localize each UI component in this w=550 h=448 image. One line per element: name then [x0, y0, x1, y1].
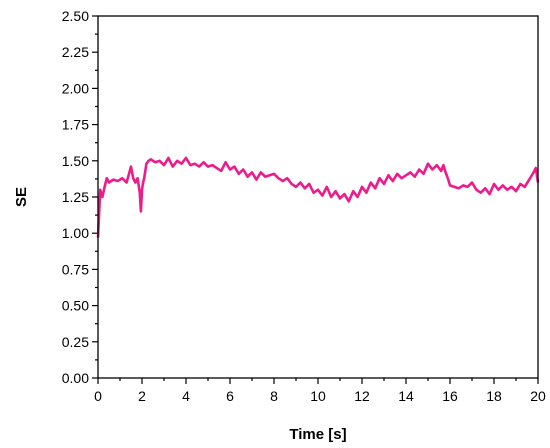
y-tick-label: 0.50	[62, 298, 89, 314]
x-tick-label: 0	[94, 388, 102, 404]
y-tick-label: 1.50	[62, 153, 89, 169]
y-tick-label: 1.25	[62, 189, 89, 205]
x-axis-title: Time [s]	[289, 426, 346, 443]
y-tick-label: 2.50	[62, 8, 89, 24]
y-tick-label: 1.75	[62, 117, 89, 133]
series-line-0	[96, 156, 540, 238]
y-tick-label: 0.25	[62, 334, 89, 350]
y-axis-title: SE	[13, 187, 30, 207]
y-tick-label: 2.25	[62, 44, 89, 60]
axis-tick-labels: 0 2 4 6 8 10 12 14 16 18 20 0.00 0.25 0.50 0.75 1.00 1.2…	[62, 8, 546, 404]
x-tick-label: 6	[226, 388, 234, 404]
x-tick-label: 14	[398, 388, 414, 404]
x-tick-label: 16	[442, 388, 458, 404]
y-tick-label: 2.00	[62, 80, 89, 96]
y-tick-label: 0.00	[62, 370, 89, 386]
y-tick-label: 0.75	[62, 261, 89, 277]
x-tick-label: 2	[138, 388, 146, 404]
x-tick-label: 18	[486, 388, 502, 404]
x-tick-label: 12	[354, 388, 370, 404]
y-tick-label: 1.00	[62, 225, 89, 241]
axis-ticks	[92, 15, 539, 384]
x-tick-label: 4	[182, 388, 190, 404]
x-tick-label: 8	[270, 388, 278, 404]
series-layer	[96, 156, 540, 238]
x-tick-label: 20	[530, 388, 546, 404]
plot-frame	[97, 15, 539, 379]
x-tick-label: 10	[310, 388, 326, 404]
